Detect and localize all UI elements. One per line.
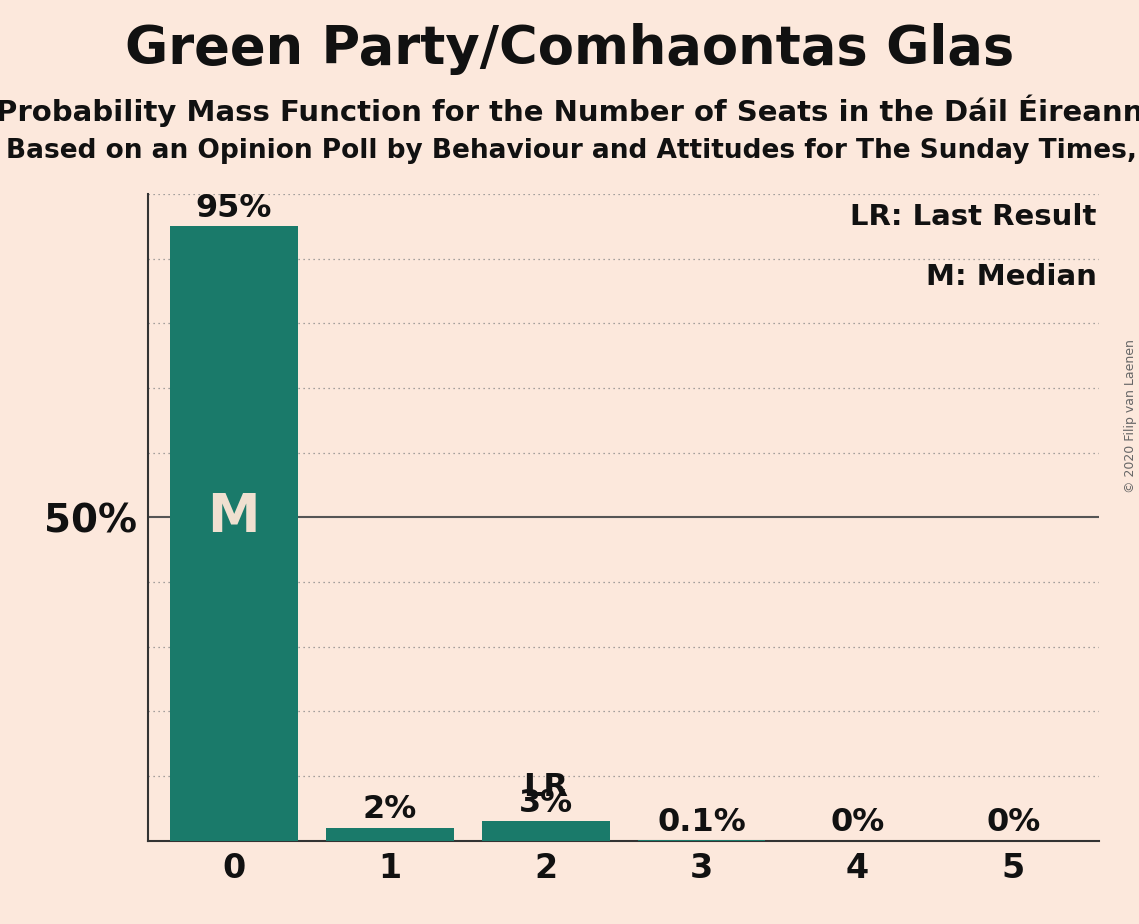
Text: M: M — [207, 492, 260, 543]
Text: Probability Mass Function for the Number of Seats in the Dáil Éireann: Probability Mass Function for the Number… — [0, 94, 1139, 127]
Text: 3%: 3% — [518, 788, 573, 819]
Text: M: Median: M: Median — [926, 263, 1097, 291]
Bar — [170, 226, 297, 841]
Text: Green Party/Comhaontas Glas: Green Party/Comhaontas Glas — [125, 23, 1014, 75]
Text: LR: Last Result: LR: Last Result — [851, 203, 1097, 231]
Text: LR: LR — [523, 772, 568, 803]
Bar — [482, 821, 609, 841]
Text: 95%: 95% — [196, 193, 272, 224]
Bar — [326, 828, 453, 841]
Text: 0%: 0% — [986, 808, 1041, 838]
Text: © 2020 Filip van Laenen: © 2020 Filip van Laenen — [1124, 339, 1137, 492]
Text: 2%: 2% — [362, 795, 417, 825]
Text: 0.1%: 0.1% — [657, 807, 746, 837]
Text: Based on an Opinion Poll by Behaviour and Attitudes for The Sunday Times, 4–16 J: Based on an Opinion Poll by Behaviour an… — [6, 138, 1139, 164]
Text: 0%: 0% — [830, 808, 885, 838]
